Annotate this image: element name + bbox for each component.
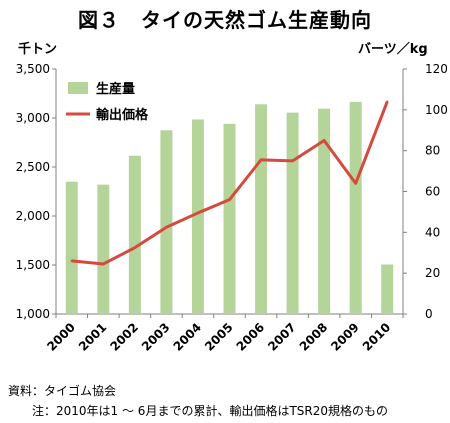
bar-2006 xyxy=(255,104,268,314)
chart-title: 図３ タイの天然ゴム生産動向 xyxy=(78,8,372,32)
bar-2008 xyxy=(318,108,331,314)
bar-2007 xyxy=(286,112,299,314)
bar-2009 xyxy=(349,101,362,314)
right-tick-label: 20 xyxy=(425,266,440,280)
price-point-2010 xyxy=(386,100,389,103)
x-tick-label: 2004 xyxy=(171,320,205,354)
bar-2010 xyxy=(381,264,394,314)
bar-2002 xyxy=(128,155,141,314)
bar-2000 xyxy=(65,181,78,314)
left-axis-unit: 千トン xyxy=(18,42,58,57)
left-tick-label: 2,500 xyxy=(16,160,50,174)
right-tick-label: 120 xyxy=(425,62,448,76)
bar-2001 xyxy=(97,184,110,314)
footnote: 注：2010年は1 ～ 6月までの累計、輸出価格はTSR20規格のもの xyxy=(32,404,388,418)
left-tick-label: 3,500 xyxy=(16,62,50,76)
x-tick-label: 2002 xyxy=(107,320,141,354)
bar-2004 xyxy=(191,119,204,314)
price-point-2006 xyxy=(259,158,263,162)
source-note: 資料：タイゴム協会 xyxy=(8,384,117,398)
bar-2003 xyxy=(160,130,173,314)
x-tick-label: 2008 xyxy=(297,320,331,354)
x-tick-label: 2000 xyxy=(44,320,78,354)
price-point-2003 xyxy=(165,226,168,229)
bar-2005 xyxy=(223,123,236,314)
price-point-2009 xyxy=(354,182,357,185)
legend-bar-swatch xyxy=(68,82,88,94)
x-tick-label: 2003 xyxy=(139,320,173,354)
price-point-2005 xyxy=(228,198,231,201)
price-point-2008 xyxy=(322,139,326,142)
right-tick-label: 40 xyxy=(425,225,440,239)
left-tick-label: 1,000 xyxy=(16,307,50,321)
legend-bar-label: 生産量 xyxy=(96,81,135,97)
x-tick-label: 2010 xyxy=(360,320,394,354)
price-point-2004 xyxy=(196,211,200,215)
left-tick-label: 2,000 xyxy=(16,209,50,223)
right-axis-unit: バーツ／kg xyxy=(358,42,428,57)
left-tick-label: 3,000 xyxy=(16,111,50,125)
right-tick-label: 80 xyxy=(425,144,440,158)
legend-line-label: 輸出価格 xyxy=(96,107,149,123)
price-point-2000 xyxy=(70,259,73,263)
x-tick-label: 2001 xyxy=(76,320,110,354)
x-tick-label: 2005 xyxy=(202,320,236,354)
x-tick-label: 2006 xyxy=(234,320,268,354)
right-tick-label: 0 xyxy=(425,307,433,321)
x-tick-label: 2009 xyxy=(328,320,362,354)
price-point-2007 xyxy=(291,159,294,163)
left-tick-label: 1,500 xyxy=(16,258,50,272)
price-point-2002 xyxy=(133,246,137,249)
x-tick-label: 2007 xyxy=(265,320,299,354)
right-tick-label: 60 xyxy=(425,185,440,199)
right-tick-label: 100 xyxy=(425,103,448,117)
price-point-2001 xyxy=(102,262,105,266)
